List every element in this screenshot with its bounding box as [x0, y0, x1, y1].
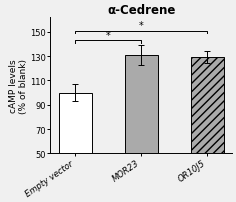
Y-axis label: cAMP levels
(% of blank): cAMP levels (% of blank) [9, 59, 28, 113]
Bar [125, 56, 158, 202]
Bar [191, 58, 223, 202]
Bar [59, 93, 92, 202]
Title: α-Cedrene: α-Cedrene [107, 4, 175, 17]
Text: *: * [106, 31, 110, 41]
Text: *: * [139, 21, 143, 31]
